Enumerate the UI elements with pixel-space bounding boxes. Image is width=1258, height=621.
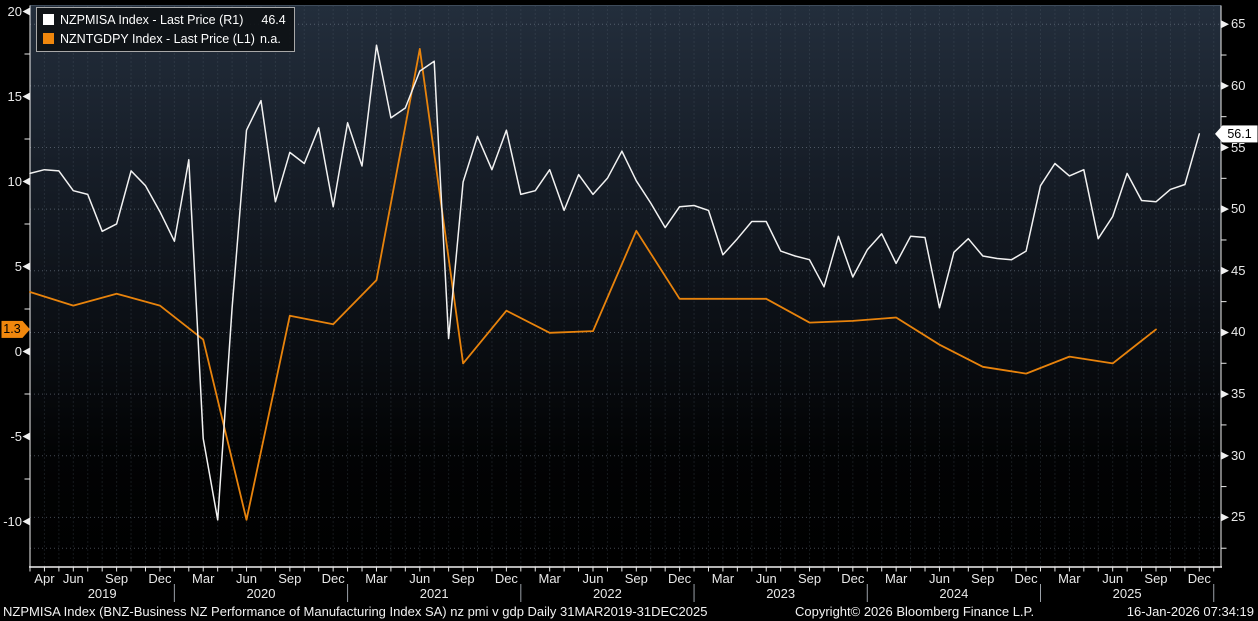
x-axis-month-label: Sep	[105, 571, 129, 586]
right-axis-tick-label: 65	[1231, 16, 1246, 32]
last-price-badge-right: 56.1	[1227, 126, 1252, 141]
right-axis-tick-label: 40	[1231, 324, 1246, 340]
x-axis-year-label: 2021	[419, 586, 449, 601]
legend-label-nzntgdpy: NZNTGDPY Index - Last Price (L1)	[60, 31, 255, 46]
right-axis-tick-label: 50	[1231, 201, 1246, 217]
chart-title-text: NZPMISA Index (BNZ-Business NZ Performan…	[3, 604, 708, 619]
right-axis-tick-label: 55	[1231, 139, 1246, 155]
x-axis-month-label: Jun	[236, 571, 258, 586]
x-axis-month-label: Sep	[624, 571, 648, 586]
copyright-text: Copyright© 2026 Bloomberg Finance L.P.	[795, 604, 1035, 619]
left-axis-tick-label: 20	[7, 3, 22, 19]
x-axis-month-label: Mar	[711, 571, 735, 586]
x-axis-year-label: 2022	[592, 586, 622, 601]
x-axis-month-label: Dec	[148, 571, 172, 586]
left-axis-tick-label: -5	[10, 428, 22, 444]
nzntgdpy-swatch-icon	[43, 33, 54, 44]
x-axis-year-label: 2025	[1112, 586, 1142, 601]
x-axis-month-label: Jun	[409, 571, 431, 586]
x-axis-month-label: Dec	[321, 571, 345, 586]
x-axis-month-label: Dec	[494, 571, 518, 586]
chart-legend: NZPMISA Index - Last Price (R1) 46.4 NZN…	[36, 7, 295, 52]
legend-value-nzntgdpy: n.a.	[259, 31, 281, 46]
legend-value-nzpmisa: 46.4	[261, 12, 286, 27]
x-axis-month-label: Mar	[365, 571, 388, 586]
right-axis-tick-label: 25	[1231, 509, 1246, 525]
x-axis-month-label: Sep	[451, 571, 475, 586]
x-axis-month-label: Jun	[928, 571, 950, 586]
right-axis-tick-label: 60	[1231, 77, 1246, 93]
x-axis-month-label: Dec	[1014, 571, 1038, 586]
x-axis-month-label: Sep	[278, 571, 302, 586]
x-axis-year-label: 2019	[87, 586, 117, 601]
x-axis-month-label: Sep	[1144, 571, 1168, 586]
x-axis-month-label: Sep	[797, 571, 822, 586]
x-axis-month-label: Dec	[668, 571, 692, 586]
timestamp-text: 16-Jan-2026 07:34:19	[1126, 604, 1254, 619]
x-axis-month-label: Apr	[34, 571, 55, 586]
x-axis-month-label: Jun	[62, 571, 84, 586]
right-axis-tick-label: 35	[1231, 386, 1246, 402]
nzpmisa-swatch-icon	[43, 14, 54, 25]
left-axis-tick-label: 5	[14, 258, 22, 274]
legend-row-nzpmisa[interactable]: NZPMISA Index - Last Price (R1) 46.4	[43, 10, 286, 29]
x-axis-year-label: 2023	[766, 586, 796, 601]
right-axis-tick-label: 30	[1231, 447, 1246, 463]
x-axis-month-label: Dec	[841, 571, 865, 586]
legend-row-nzntgdpy[interactable]: NZNTGDPY Index - Last Price (L1) n.a.	[43, 29, 286, 48]
x-axis-month-label: Jun	[1102, 571, 1124, 586]
last-price-badge-left: 1.3	[3, 322, 21, 337]
x-axis-month-label: Mar	[1058, 571, 1081, 586]
x-axis-month-label: Jun	[755, 571, 777, 586]
x-axis-month-label: Sep	[971, 571, 995, 586]
right-axis-tick-label: 45	[1231, 262, 1246, 278]
x-axis-year-label: 2024	[939, 586, 969, 601]
x-axis-month-label: Mar	[538, 571, 561, 586]
left-axis-tick-label: -10	[3, 513, 22, 529]
left-axis-tick-label: 10	[7, 173, 22, 189]
left-axis-tick-label: 15	[7, 88, 22, 104]
x-axis-month-label: Jun	[582, 571, 604, 586]
legend-label-nzpmisa: NZPMISA Index - Last Price (R1)	[60, 12, 244, 27]
status-bar: NZPMISA Index (BNZ-Business NZ Performan…	[0, 602, 1258, 621]
x-axis-year-label: 2020	[246, 586, 276, 601]
x-axis-month-label: Mar	[192, 571, 215, 586]
left-axis-tick-label: 0	[14, 343, 22, 359]
x-axis-month-label: Dec	[1187, 571, 1211, 586]
x-axis-month-label: Mar	[884, 571, 908, 586]
